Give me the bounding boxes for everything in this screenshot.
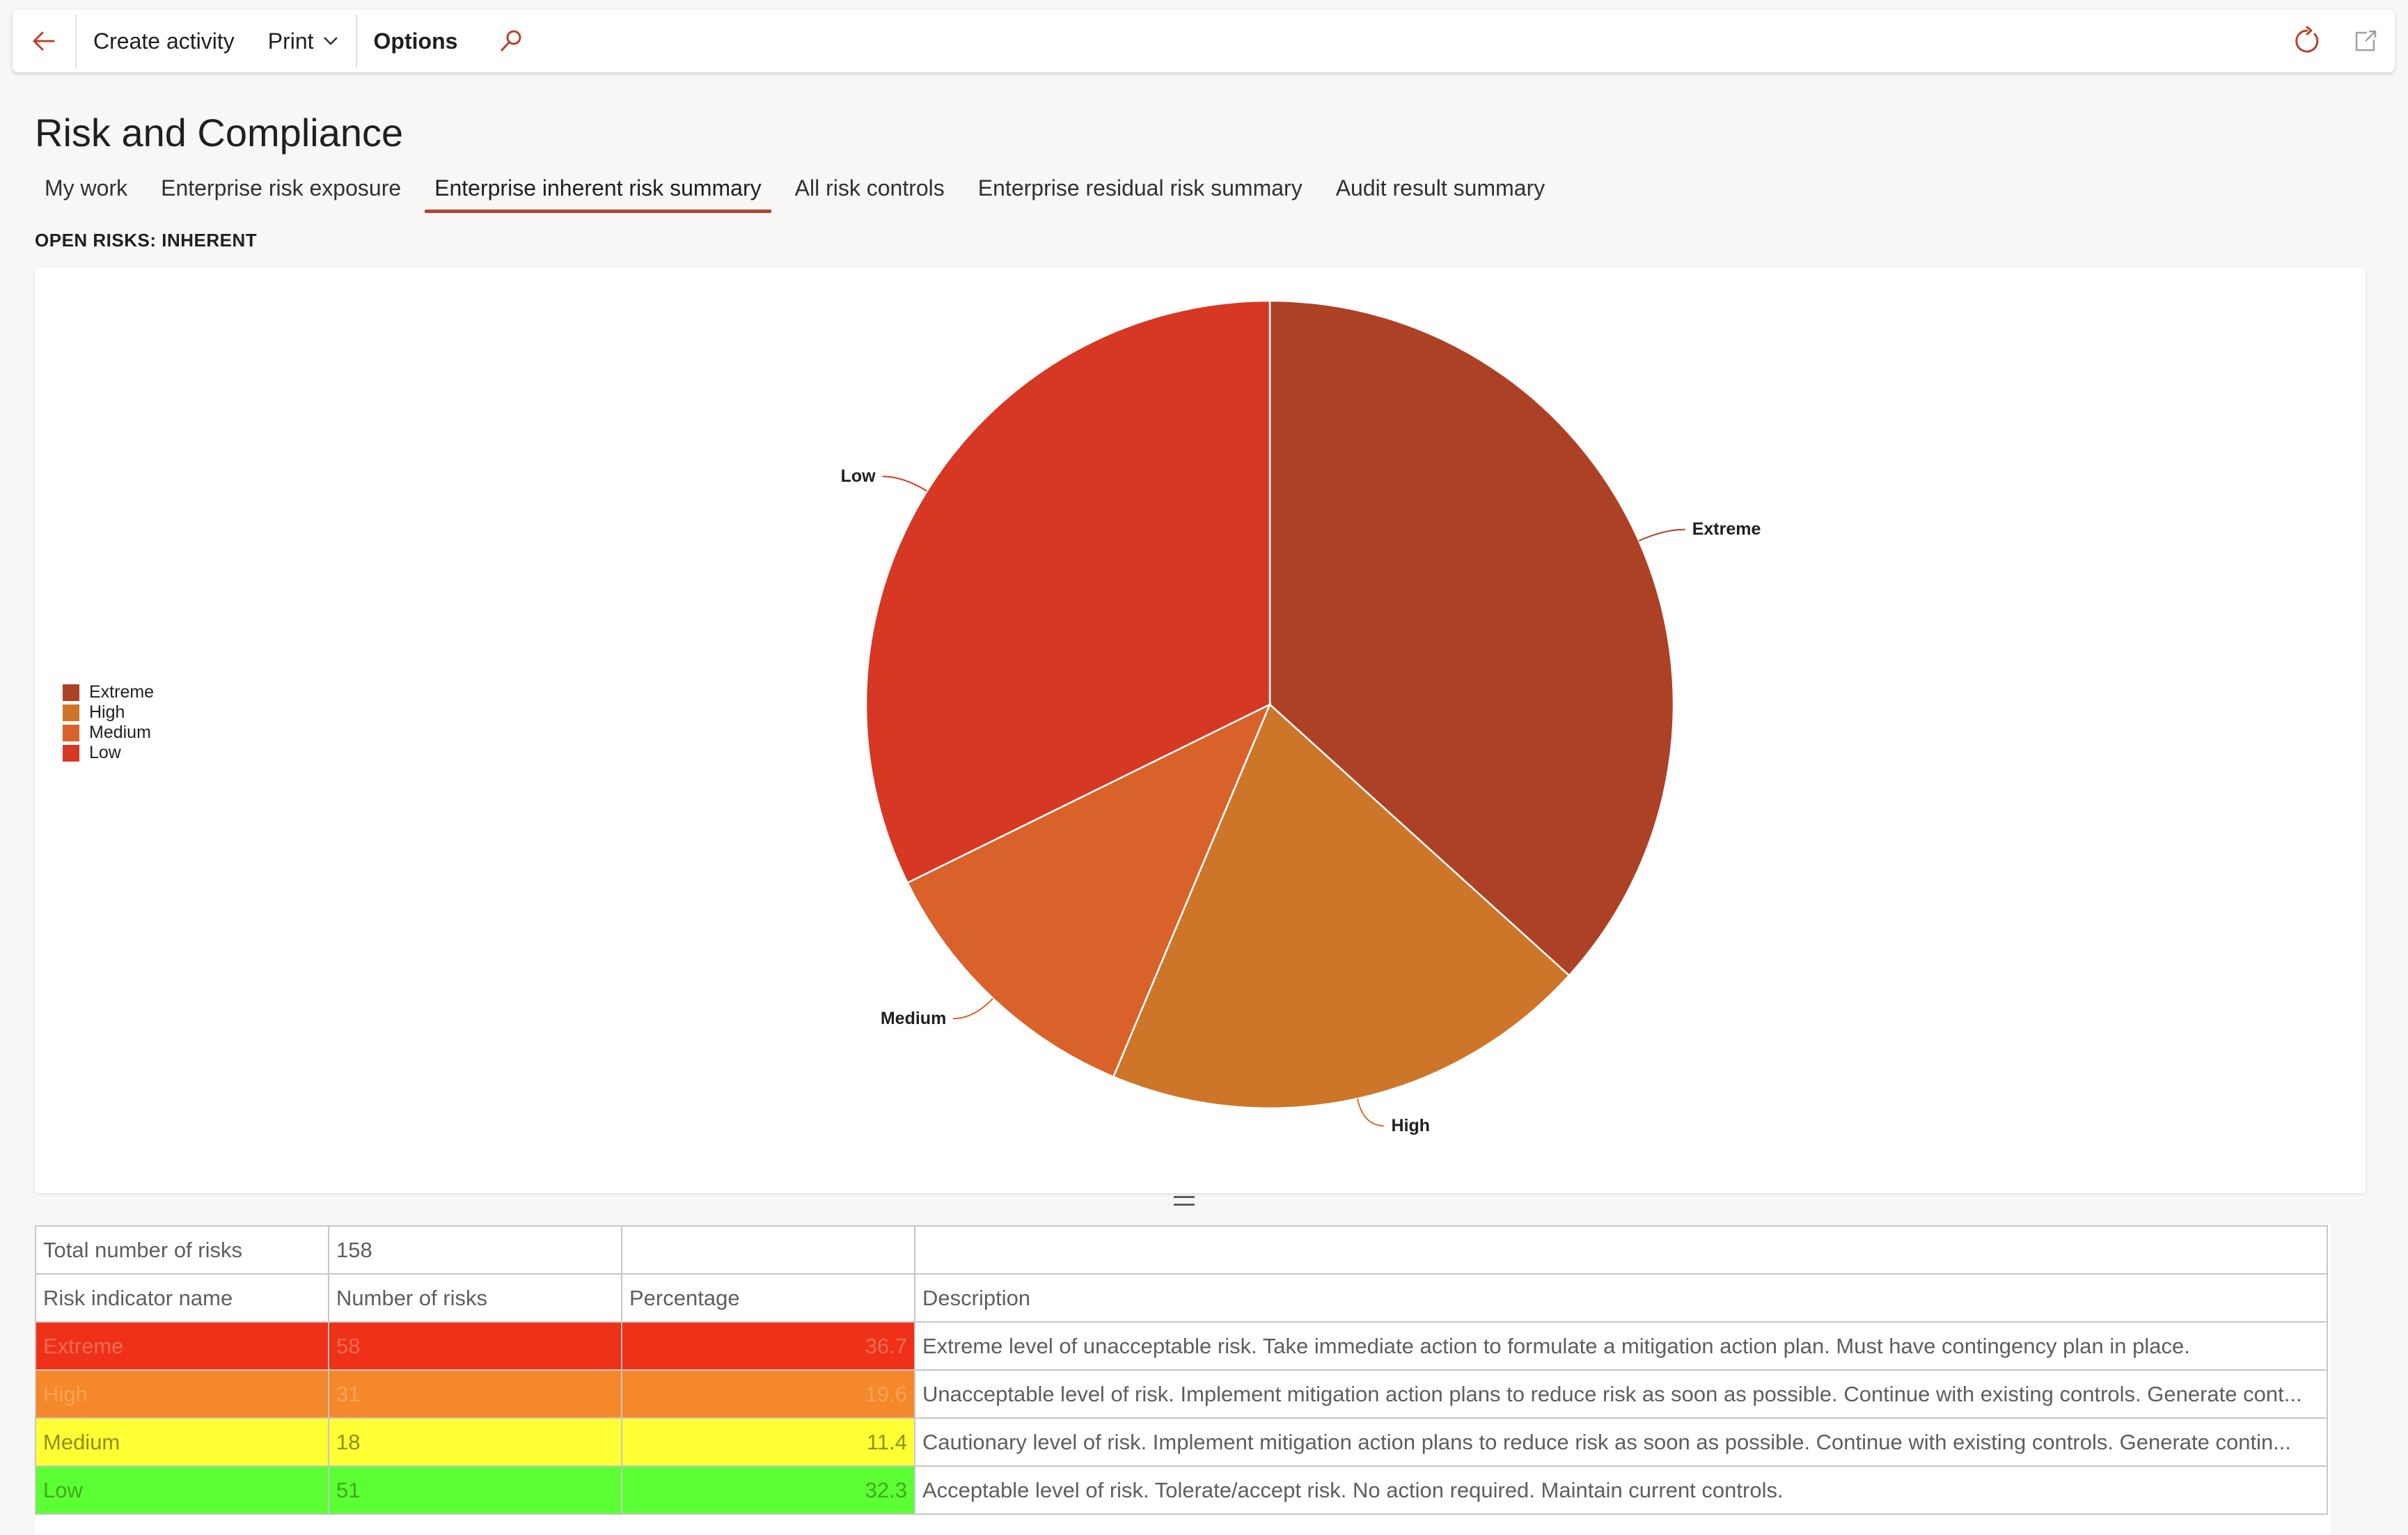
leader-line-low: [882, 475, 928, 492]
legend-label-low: Low: [89, 743, 121, 762]
pie-chart: [865, 299, 1685, 1127]
row-name: High: [35, 1369, 329, 1419]
back-button[interactable]: [13, 10, 75, 72]
pie-slice-extreme[interactable]: [1268, 299, 1675, 977]
pie-label-extreme: Extreme: [1692, 519, 1761, 540]
legend-item-high: High: [63, 702, 154, 723]
row-percent: 11.4: [621, 1417, 915, 1467]
create-activity-button[interactable]: Create activity: [77, 10, 251, 72]
toolbar-divider: [75, 15, 77, 68]
pie-slice-medium[interactable]: [906, 702, 1272, 1078]
toolbar-right-group: [2278, 10, 2395, 72]
toolbar-divider: [355, 15, 357, 68]
legend-item-low: Low: [63, 743, 154, 763]
chart-panel: Extreme High Medium Low Extreme High Mediu…: [35, 267, 2366, 1193]
tab-enterprise-inherent-risk-summary[interactable]: Enterprise inherent risk summary: [425, 171, 772, 213]
chevron-down-icon: [322, 36, 339, 47]
workspace-tabs: My work Enterprise risk exposure Enterpr…: [35, 171, 1568, 213]
legend-label-extreme: Extreme: [89, 682, 155, 702]
total-value: 158: [328, 1225, 622, 1275]
search-button[interactable]: [480, 10, 542, 72]
print-label: Print: [267, 28, 314, 54]
action-pane: Create activity Print Options: [13, 10, 2395, 72]
leader-line-medium: [952, 998, 994, 1020]
row-description: Unacceptable level of risk. Implement mi…: [914, 1369, 2328, 1419]
legend-swatch-extreme: [63, 684, 79, 701]
options-label: Options: [373, 28, 458, 54]
row-count: 18: [328, 1417, 622, 1467]
legend-swatch-low: [63, 744, 79, 762]
total-row: Total number of risks 158: [35, 1225, 2328, 1275]
table-row[interactable]: Extreme 58 36.7 Extreme level of unaccep…: [35, 1321, 2328, 1371]
options-button[interactable]: Options: [357, 10, 475, 72]
row-name: Medium: [35, 1417, 329, 1467]
section-label: OPEN RISKS: INHERENT: [35, 230, 258, 251]
print-menu-button[interactable]: Print: [251, 10, 356, 72]
legend-swatch-high: [63, 704, 79, 721]
pie-label-medium: Medium: [880, 1008, 947, 1028]
tab-my-work[interactable]: My work: [45, 175, 128, 200]
table-row[interactable]: Low 51 32.3 Acceptable level of risk. To…: [35, 1465, 2328, 1515]
row-description: Extreme level of unacceptable risk. Take…: [914, 1321, 2328, 1371]
legend-label-high: High: [89, 702, 125, 722]
legend-item-medium: Medium: [63, 723, 154, 743]
row-name: Low: [35, 1465, 329, 1515]
table-row[interactable]: Medium 18 11.4 Cautionary level of risk.…: [35, 1417, 2328, 1467]
refresh-icon: [2295, 26, 2319, 53]
create-activity-label: Create activity: [93, 28, 235, 54]
empty-cell: [621, 1225, 915, 1275]
tab-audit-result-summary[interactable]: Audit result summary: [1335, 175, 1545, 200]
row-count: 31: [328, 1369, 622, 1419]
search-icon: [501, 30, 521, 52]
back-arrow-icon: [33, 31, 55, 51]
row-description: Acceptable level of risk. Tolerate/accep…: [914, 1465, 2328, 1515]
row-name: Extreme: [35, 1321, 329, 1371]
row-description: Cautionary level of risk. Implement miti…: [914, 1417, 2328, 1467]
open-in-new-window-icon: [2355, 30, 2377, 52]
row-percent: 36.7: [621, 1321, 915, 1371]
legend-label-medium: Medium: [89, 723, 151, 742]
row-percent: 19.6: [621, 1369, 915, 1419]
header-percentage: Percentage: [621, 1273, 915, 1323]
pie-label-high: High: [1391, 1115, 1431, 1135]
leader-line-extreme: [1638, 528, 1685, 542]
header-row: Risk indicator name Number of risks Perc…: [35, 1273, 2328, 1323]
leader-line-high: [1356, 1098, 1385, 1127]
legend-item-extreme: Extreme: [63, 682, 154, 702]
row-percent: 32.3: [621, 1465, 915, 1515]
tab-enterprise-residual-risk-summary[interactable]: Enterprise residual risk summary: [977, 175, 1303, 200]
row-count: 58: [328, 1321, 622, 1371]
total-label: Total number of risks: [35, 1225, 329, 1275]
header-description: Description: [914, 1273, 2328, 1323]
tab-enterprise-risk-exposure[interactable]: Enterprise risk exposure: [161, 175, 402, 200]
pane-splitter[interactable]: [1174, 1196, 1195, 1206]
empty-cell: [914, 1225, 2328, 1275]
refresh-button[interactable]: [2278, 10, 2336, 72]
header-risk-indicator-name: Risk indicator name: [35, 1273, 329, 1323]
open-in-new-window-button[interactable]: [2336, 10, 2395, 72]
pie-label-low: Low: [840, 466, 876, 486]
pie-slice-low[interactable]: [865, 299, 1271, 884]
tab-all-risk-controls[interactable]: All risk controls: [794, 175, 945, 200]
row-count: 51: [328, 1465, 622, 1515]
legend-swatch-medium: [63, 724, 79, 741]
table-row[interactable]: High 31 19.6 Unacceptable level of risk.…: [35, 1369, 2328, 1419]
page-title: Risk and Compliance: [35, 111, 404, 155]
risk-summary-grid: Total number of risks 158 Risk indicator…: [35, 1225, 2331, 1535]
header-number-of-risks: Number of risks: [328, 1273, 622, 1323]
chart-legend: Extreme High Medium Low: [63, 682, 154, 763]
